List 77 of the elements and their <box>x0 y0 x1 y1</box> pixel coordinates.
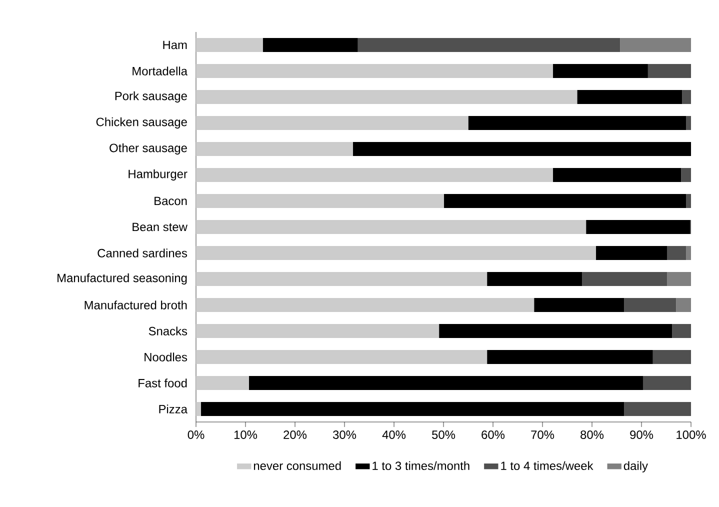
legend-label: 1 to 4 times/week <box>501 461 594 470</box>
bar <box>487 350 653 364</box>
bar <box>686 246 692 260</box>
x-tick-label: 60% <box>482 430 505 439</box>
y-tick-label: Chicken sausage <box>96 117 187 129</box>
bar <box>248 376 643 390</box>
bar <box>624 298 676 312</box>
bar <box>196 350 488 364</box>
bar <box>534 298 624 312</box>
y-tick-label: Bean stew <box>132 222 188 232</box>
x-tick-label: 100% <box>676 430 706 439</box>
bar <box>196 116 468 130</box>
legend-label: 1 to 3 times/month <box>372 461 470 470</box>
bar <box>444 194 686 208</box>
bar <box>652 350 692 364</box>
x-tick-label: 90% <box>630 430 654 439</box>
y-tick-label: Snacks <box>148 326 188 336</box>
y-tick-label: Hamburger <box>128 169 188 181</box>
bar <box>682 90 692 104</box>
bar <box>667 246 686 260</box>
bar <box>582 272 668 286</box>
bar <box>487 272 582 286</box>
y-tick-label: Ham <box>163 40 187 50</box>
bar <box>667 272 692 286</box>
x-tick-label: 40% <box>382 430 406 439</box>
x-tick-label: 80% <box>580 430 604 439</box>
x-tick-label: 0% <box>188 430 204 439</box>
bar <box>196 402 201 416</box>
x-tick-label: 70% <box>531 430 554 439</box>
bar <box>196 38 263 52</box>
bar <box>672 324 692 338</box>
bar <box>352 142 692 156</box>
bar <box>596 246 668 260</box>
y-tick-label: Noodles <box>144 352 188 362</box>
y-tick-label: Manufactured broth <box>84 300 187 310</box>
bar <box>196 272 488 286</box>
y-tick-label: Bacon <box>154 196 187 206</box>
x-tick-label: 50% <box>432 430 456 439</box>
bar <box>468 116 686 130</box>
bar <box>624 402 692 416</box>
bar <box>196 90 578 104</box>
bar <box>681 168 692 182</box>
y-tick-label: Mortadella <box>132 66 188 76</box>
bar <box>552 64 648 78</box>
bar <box>648 64 692 78</box>
bar <box>686 116 692 130</box>
x-tick-label: 10% <box>234 430 258 439</box>
legend-label: never consumed <box>254 461 341 470</box>
bar <box>439 324 672 338</box>
bar <box>262 38 358 52</box>
bar <box>620 38 692 52</box>
y-tick-label: Other sausage <box>110 143 187 155</box>
y-tick-label: Manufactured seasoning <box>58 273 187 285</box>
bar <box>196 64 553 78</box>
bar <box>196 194 444 208</box>
y-tick-label: Canned sardines <box>98 248 188 258</box>
bar <box>586 220 690 234</box>
x-tick-label: 20% <box>284 430 307 439</box>
bar <box>196 376 249 390</box>
bar <box>686 194 692 208</box>
bar <box>200 402 624 416</box>
bar <box>196 298 534 312</box>
bar <box>196 142 353 156</box>
bar <box>358 38 620 52</box>
bar <box>196 168 553 182</box>
y-tick-label: Pizza <box>159 404 188 414</box>
x-tick-label: 30% <box>332 430 356 439</box>
legend-label: daily <box>624 461 648 472</box>
y-tick-label: Pork sausage <box>115 91 187 103</box>
bar <box>642 376 692 390</box>
bar <box>577 90 682 104</box>
bar <box>676 298 692 312</box>
bar <box>196 324 440 338</box>
y-tick-label: Fast food <box>138 378 187 388</box>
bar <box>196 220 586 234</box>
bar <box>552 168 682 182</box>
bar <box>196 246 596 260</box>
